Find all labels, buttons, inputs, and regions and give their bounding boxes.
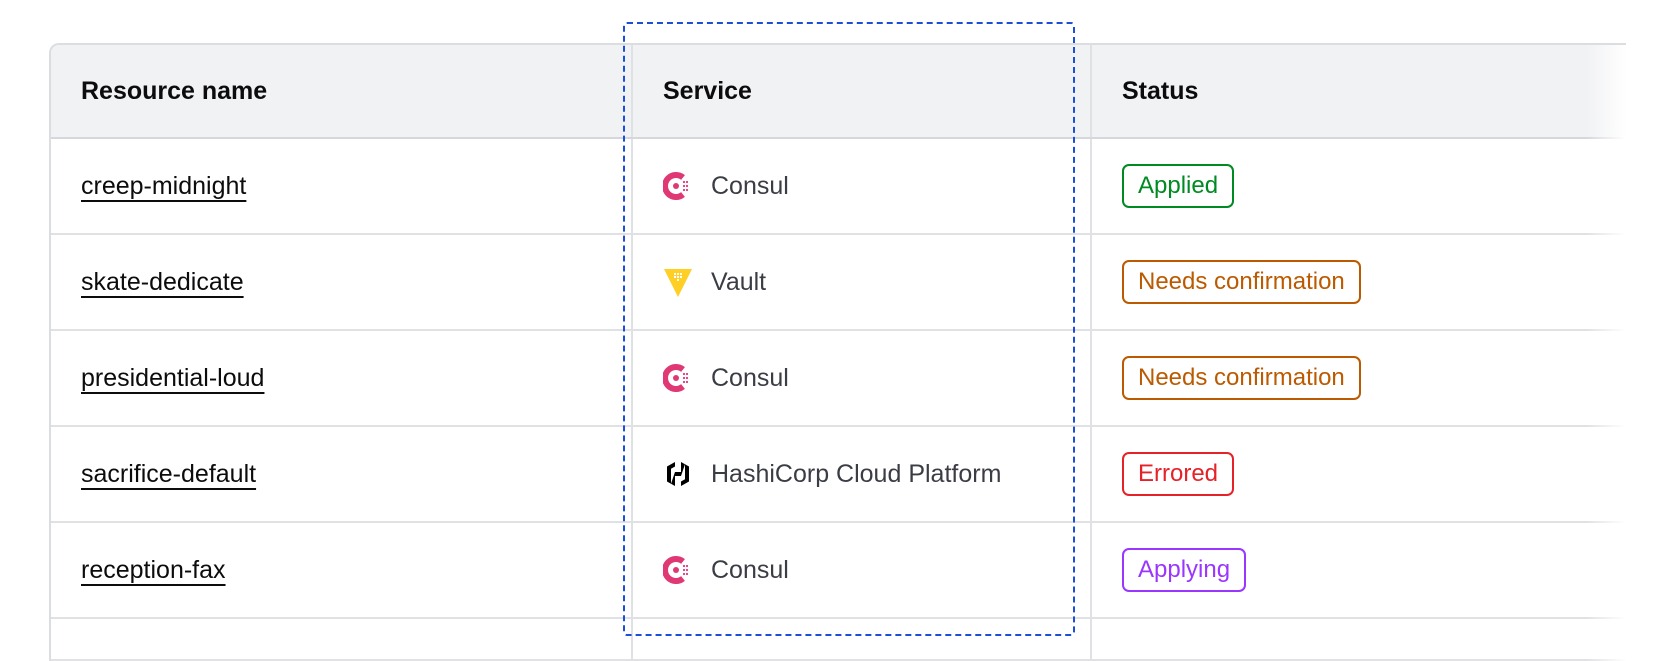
- table-row-partial: [51, 619, 1626, 661]
- resource-link[interactable]: skate-dedicate: [81, 267, 244, 296]
- table-row: skate-dedicate Vault Needs confirmation: [51, 235, 1626, 331]
- consul-icon: [663, 363, 693, 393]
- resource-link[interactable]: presidential-loud: [81, 363, 265, 392]
- table-row: reception-fax Consul Applying: [51, 523, 1626, 619]
- resource-name-cell: creep-midnight: [51, 139, 631, 233]
- service-cell: Consul: [631, 331, 1090, 425]
- resource-link[interactable]: creep-midnight: [81, 171, 247, 200]
- service-cell: Consul: [631, 523, 1090, 617]
- vault-icon: [663, 267, 693, 297]
- consul-icon: [663, 171, 693, 201]
- table-header: Resource name Service Status: [51, 45, 1626, 139]
- hcp-icon: [663, 459, 693, 489]
- status-cell: Applying: [1090, 523, 1626, 617]
- service-label: Consul: [711, 363, 789, 392]
- resources-table: Resource name Service Status creep-midni…: [49, 43, 1626, 661]
- service-label: Vault: [711, 267, 767, 296]
- resource-link[interactable]: reception-fax: [81, 555, 226, 584]
- table-row: sacrifice-default HashiCorp Cloud Platfo…: [51, 427, 1626, 523]
- table-row: presidential-loud Consul Needs confirmat…: [51, 331, 1626, 427]
- table-row: creep-midnight Consul Applied: [51, 139, 1626, 235]
- resource-link[interactable]: sacrifice-default: [81, 459, 257, 488]
- resource-name-cell: presidential-loud: [51, 331, 631, 425]
- status-badge: Needs confirmation: [1122, 260, 1361, 304]
- status-cell: Needs confirmation: [1090, 331, 1626, 425]
- service-cell: Consul: [631, 139, 1090, 233]
- status-badge: Needs confirmation: [1122, 356, 1361, 400]
- resource-name-cell: sacrifice-default: [51, 427, 631, 521]
- service-cell: HashiCorp Cloud Platform: [631, 427, 1090, 521]
- service-label: HashiCorp Cloud Platform: [711, 459, 1002, 488]
- column-header-resource-name[interactable]: Resource name: [81, 76, 268, 105]
- service-label: Consul: [711, 171, 789, 200]
- resource-name-cell: reception-fax: [51, 523, 631, 617]
- consul-icon: [663, 555, 693, 585]
- status-cell: Applied: [1090, 139, 1626, 233]
- status-badge: Errored: [1122, 452, 1235, 496]
- status-cell: Needs confirmation: [1090, 235, 1626, 329]
- status-badge: Applying: [1122, 548, 1247, 592]
- status-cell: Errored: [1090, 427, 1626, 521]
- resource-name-cell: skate-dedicate: [51, 235, 631, 329]
- service-label: Consul: [711, 555, 789, 584]
- status-badge: Applied: [1122, 164, 1235, 208]
- column-header-status[interactable]: Status: [1090, 45, 1626, 137]
- column-header-service[interactable]: Service: [631, 45, 1090, 137]
- service-cell: Vault: [631, 235, 1090, 329]
